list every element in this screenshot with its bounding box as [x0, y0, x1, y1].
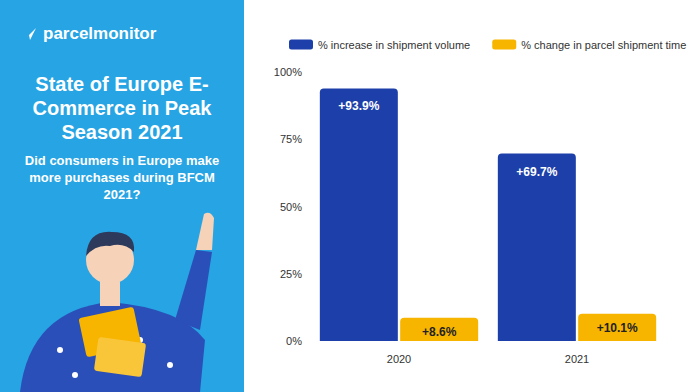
- svg-text:0%: 0%: [286, 335, 302, 347]
- svg-text:+10.1%: +10.1%: [597, 321, 638, 335]
- svg-text:+93.9%: +93.9%: [338, 99, 379, 113]
- svg-text:25%: 25%: [280, 268, 302, 280]
- svg-text:50%: 50%: [280, 201, 302, 213]
- svg-text:% change in parcel shipment ti: % change in parcel shipment time: [521, 39, 686, 51]
- svg-text:2021: 2021: [565, 353, 589, 365]
- svg-text:% increase in shipment volume: % increase in shipment volume: [318, 39, 470, 51]
- svg-text:100%: 100%: [274, 66, 302, 78]
- svg-text:+8.6%: +8.6%: [422, 325, 457, 339]
- html-text:State of Europe E-Commerce in: State of Europe E-Commerce in Peak Seaso…: [32, 73, 212, 143]
- svg-text:75%: 75%: [280, 133, 302, 145]
- svg-text:2020: 2020: [387, 353, 411, 365]
- html-text:parcelmonitor: parcelmonitor: [43, 24, 157, 43]
- html-text:Did consumers in Europe make m: Did consumers in Europe make more purcha…: [24, 153, 220, 202]
- svg-text:+69.7%: +69.7%: [516, 165, 557, 179]
